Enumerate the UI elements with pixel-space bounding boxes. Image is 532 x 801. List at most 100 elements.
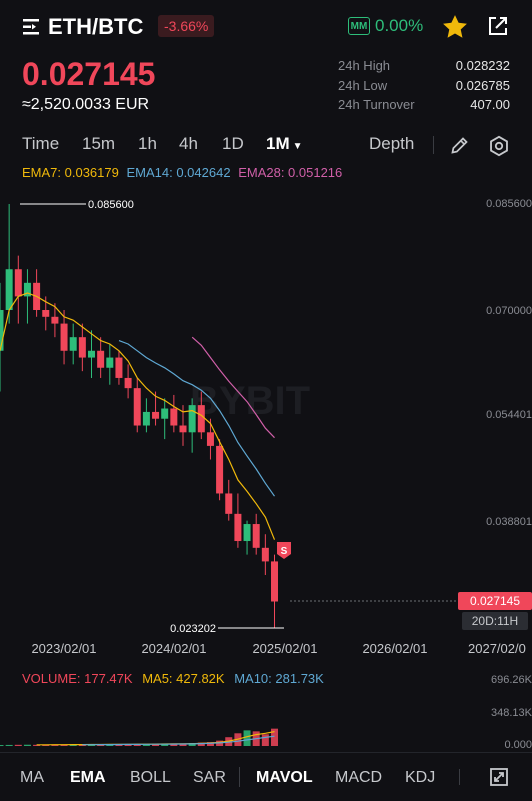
volume-bar — [152, 743, 160, 746]
last-price: 0.027145 — [22, 56, 156, 92]
candle-body — [51, 316, 59, 324]
candle-body — [97, 350, 105, 368]
price-chart[interactable]: BYBIT 0.085600 0.070000 0.054401 0.03880… — [0, 182, 532, 664]
candle-body — [60, 323, 68, 351]
volume-bar — [188, 743, 196, 746]
pair-name[interactable]: ETH/BTC — [48, 14, 144, 39]
menu-icon[interactable] — [22, 17, 42, 37]
candle-body — [170, 408, 178, 426]
tab-1m[interactable]: 1M ▼ — [266, 134, 303, 154]
vol-ma5-label: MA5: 427.82K — [142, 671, 225, 686]
candle-body — [234, 513, 242, 542]
tab-15m[interactable]: 15m — [82, 134, 116, 153]
top-header: ETH/BTC -3.66% MM 0.00% — [0, 0, 532, 56]
volume-bar — [115, 744, 123, 746]
tab-depth[interactable]: Depth — [369, 134, 415, 153]
indicator-ma[interactable]: MA — [20, 769, 44, 786]
ema-legend: EMA7: 0.036179 EMA14: 0.042642 EMA28: 0.… — [22, 165, 342, 180]
fullscreen-icon[interactable] — [489, 767, 509, 787]
volume-bar — [261, 734, 269, 746]
candle-body — [106, 357, 114, 368]
pencil-icon[interactable] — [449, 135, 470, 156]
tabs-divider — [433, 136, 434, 154]
indicator-sar[interactable]: SAR — [193, 769, 226, 786]
high-marker-label: 0.085600 — [88, 199, 134, 211]
candle-body — [142, 411, 150, 426]
indicator-kdj[interactable]: KDJ — [405, 769, 436, 786]
y-tick: 0.085600 — [486, 198, 532, 210]
bottom-divider — [459, 769, 460, 785]
candle-body — [206, 432, 214, 446]
candle-body — [133, 388, 141, 426]
candle-body — [23, 282, 31, 297]
volume-bar — [33, 744, 41, 746]
tab-1h[interactable]: 1h — [138, 134, 157, 153]
current-price-tag — [458, 592, 532, 610]
candle-body — [78, 337, 86, 358]
star-icon[interactable] — [441, 13, 469, 41]
volume-bar — [197, 742, 205, 746]
x-tick: 2023/02/01 — [31, 641, 96, 656]
share-icon[interactable] — [486, 14, 510, 38]
y-tick: 0.070000 — [486, 305, 532, 317]
volume-bar — [78, 744, 86, 746]
volume-chart[interactable]: 696.26K 348.13K 0.000 — [0, 668, 532, 750]
change-badge: -3.66% — [158, 15, 215, 37]
volume-bar — [170, 743, 178, 746]
countdown-text: 20D:11H — [472, 614, 518, 628]
stat-label-high: 24h High — [338, 58, 391, 73]
candle-body — [261, 547, 269, 562]
volume-bar — [133, 744, 141, 746]
volume-bar — [206, 742, 214, 746]
candle-body — [216, 445, 224, 494]
volume-bar — [5, 744, 13, 746]
interval-tabs: Time 15m 1h 4h 1D 1M ▼ Depth — [0, 134, 532, 158]
sell-marker[interactable] — [277, 542, 291, 559]
volume-bar — [243, 730, 251, 746]
tab-1d[interactable]: 1D — [222, 134, 244, 153]
settings-icon[interactable] — [488, 135, 510, 157]
stat-value-low: 0.026785 — [455, 78, 510, 93]
indicator-bar: MA EMA BOLL SAR MAVOL MACD KDJ — [0, 752, 532, 801]
ema28-label: EMA28: 0.051216 — [238, 165, 343, 180]
candle-body — [42, 310, 50, 317]
candle-body — [252, 524, 260, 548]
candle-body — [243, 524, 251, 542]
volume-label: VOLUME: 177.47K — [22, 671, 133, 686]
indicator-ema[interactable]: EMA — [70, 769, 106, 786]
volume-bar — [69, 744, 77, 746]
volume-bar — [14, 744, 22, 746]
x-tick: 2027/02/0 — [468, 641, 526, 656]
candle-body — [115, 357, 123, 378]
x-axis: 2023/02/01 2024/02/01 2025/02/01 2026/02… — [31, 641, 525, 656]
tab-time[interactable]: Time — [22, 134, 60, 153]
vol-ma10-label: MA10: 281.73K — [234, 671, 324, 686]
x-tick: 2025/02/01 — [252, 641, 317, 656]
stat-label-low: 24h Low — [338, 78, 388, 93]
tab-1m-label: 1M — [266, 134, 290, 153]
volume-bar — [0, 745, 4, 747]
tab-4h[interactable]: 4h — [179, 134, 198, 153]
candle-body — [69, 337, 77, 351]
volume-bar — [51, 744, 59, 746]
candle-body — [14, 269, 22, 297]
y-axis: 0.085600 0.070000 0.054401 0.038801 — [486, 198, 532, 528]
indicator-mavol[interactable]: MAVOL — [256, 769, 313, 786]
volume-bar — [179, 743, 187, 746]
vol-y-tick: 696.26K — [491, 674, 532, 686]
indicator-boll[interactable]: BOLL — [130, 769, 171, 786]
candle-body — [161, 408, 169, 419]
stat-label-turnover: 24h Turnover — [338, 97, 415, 112]
watermark: BYBIT — [190, 379, 310, 423]
ema7-label: EMA7: 0.036179 — [22, 165, 119, 180]
volume-bar — [271, 728, 278, 746]
vol-y-tick: 348.13K — [491, 707, 532, 719]
volume-bar — [124, 744, 132, 746]
candle-body — [0, 310, 4, 351]
x-tick: 2026/02/01 — [362, 641, 427, 656]
indicator-macd[interactable]: MACD — [335, 769, 383, 786]
ema-lines — [0, 292, 276, 540]
caret-down-icon: ▼ — [292, 141, 303, 152]
bottom-divider — [239, 767, 240, 787]
mm-icon[interactable]: MM — [348, 17, 370, 35]
